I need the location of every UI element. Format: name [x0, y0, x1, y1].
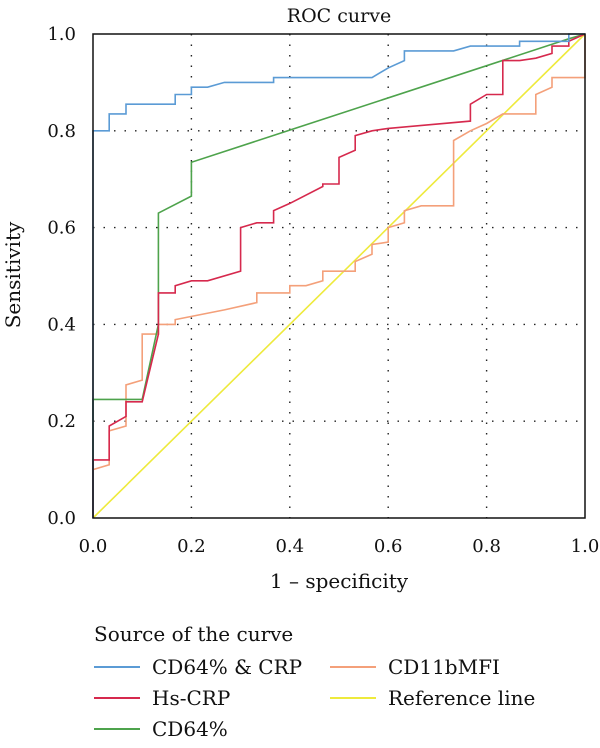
x-tick-label: 0.0: [79, 536, 108, 557]
legend-label-cd64: CD64%: [152, 717, 228, 741]
y-tick-label: 0.0: [47, 508, 76, 529]
legend-label-cd11bmfi: CD11bMFI: [388, 655, 500, 679]
x-axis-title: 1 – specificity: [270, 569, 409, 593]
y-tick-label: 0.6: [47, 218, 76, 239]
x-tick-label: 1.0: [571, 536, 600, 557]
y-axis-title: Sensitivity: [1, 221, 25, 328]
series-line-cd11bmfi: [92, 34, 586, 518]
legend-label-reference-line: Reference line: [388, 686, 535, 710]
x-tick-label: 0.6: [374, 536, 403, 557]
series-line-hs-crp: [92, 33, 586, 518]
series-line-cd64: [92, 33, 586, 518]
y-tick-label: 0.8: [47, 121, 76, 142]
legend-label-hs-crp: Hs-CRP: [152, 686, 230, 710]
y-tick-label: 0.2: [47, 411, 76, 432]
gridlines: [93, 34, 585, 518]
legend-label-cd64-crp: CD64% & CRP: [152, 655, 302, 679]
series-line-reference-line: [92, 33, 586, 519]
x-tick-label: 0.2: [177, 536, 206, 557]
series-layer: [92, 33, 586, 519]
x-tick-label: 0.4: [275, 536, 304, 557]
tick-labels: 0.0 0.2 0.4 0.6 0.8 1.0 0.0 0.2 0.4 0.6 0.8 1.0: [47, 24, 599, 557]
series-line-cd64-crp: [92, 33, 585, 518]
legend-title: Source of the curve: [94, 622, 293, 646]
y-tick-label: 0.4: [47, 314, 76, 335]
legend: Source of the curve CD64% & CRP Hs-CRP CD6…: [94, 622, 535, 741]
chart-title: ROC curve: [287, 5, 391, 27]
plot-frame: [92, 33, 586, 519]
y-tick-label: 1.0: [47, 24, 76, 45]
x-tick-label: 0.8: [472, 536, 501, 557]
